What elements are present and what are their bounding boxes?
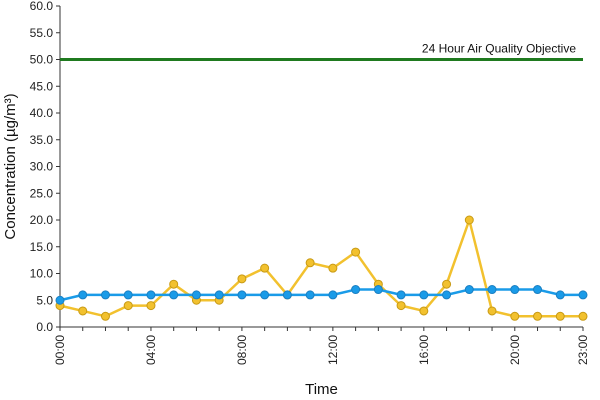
- data-point: [237, 290, 247, 300]
- x-axis: 00:00 04:00 08:00 12:00 16:00 20:00 23:00: [53, 326, 590, 365]
- data-point: [578, 290, 588, 300]
- data-point: [78, 306, 88, 316]
- data-point: [55, 295, 65, 305]
- y-tick-label: 40.0: [30, 106, 54, 120]
- data-point: [510, 311, 520, 321]
- y-tick-label: 60.0: [30, 0, 54, 13]
- air-quality-objective-label: 24 Hour Air Quality Objective: [422, 42, 576, 56]
- y-tick-label: 45.0: [30, 79, 54, 93]
- data-point: [123, 301, 133, 311]
- data-point: [351, 285, 361, 295]
- data-point: [146, 290, 156, 300]
- x-axis-title: Time: [305, 381, 338, 398]
- data-point: [78, 290, 88, 300]
- data-point: [396, 290, 406, 300]
- data-point: [305, 290, 315, 300]
- y-tick-label: 25.0: [30, 186, 54, 200]
- y-axis: 0.0 5.0 10.0 15.0 20.0 25.0 30.0 35.0 40.0 45.0 50…: [30, 0, 61, 334]
- data-point: [169, 279, 179, 289]
- y-tick-label: 10.0: [30, 267, 54, 281]
- data-point: [237, 274, 247, 284]
- data-point: [191, 290, 201, 300]
- reference-line-group: 24 Hour Air Quality Objective: [60, 42, 583, 61]
- data-point: [100, 311, 110, 321]
- data-point: [533, 285, 543, 295]
- y-tick-label: 15.0: [30, 240, 54, 254]
- y-tick-label: 30.0: [30, 160, 54, 174]
- data-point: [146, 301, 156, 311]
- data-point: [487, 306, 497, 316]
- data-point: [373, 285, 383, 295]
- x-tick-label: 00:00: [53, 335, 67, 365]
- data-point: [123, 290, 133, 300]
- data-point: [487, 285, 497, 295]
- data-point: [100, 290, 110, 300]
- data-point: [214, 290, 224, 300]
- data-point: [396, 301, 406, 311]
- data-point: [578, 311, 588, 321]
- data-point: [305, 258, 315, 268]
- data-point: [464, 215, 474, 225]
- series-line: [59, 288, 583, 302]
- data-point: [510, 285, 520, 295]
- x-tick-label: 08:00: [235, 335, 249, 365]
- y-tick-label: 55.0: [30, 26, 54, 40]
- data-point: [351, 247, 361, 257]
- x-tick-label: 20:00: [508, 335, 522, 365]
- series-group: [55, 215, 588, 321]
- data-point: [555, 290, 565, 300]
- y-tick-label: 5.0: [36, 293, 53, 307]
- data-point: [555, 311, 565, 321]
- y-tick-label: 0.0: [36, 320, 53, 334]
- y-axis-title: Concentration (µg/m³): [2, 93, 19, 239]
- y-tick-label: 50.0: [30, 53, 54, 67]
- data-point: [442, 279, 452, 289]
- x-tick-label: 12:00: [326, 335, 340, 365]
- data-point: [260, 263, 270, 273]
- x-tick-label: 16:00: [417, 335, 431, 365]
- data-point: [328, 263, 338, 273]
- data-point: [282, 290, 292, 300]
- series-1: [55, 215, 588, 321]
- data-point: [260, 290, 270, 300]
- y-tick-label: 35.0: [30, 133, 54, 147]
- data-point: [533, 311, 543, 321]
- series-line: [59, 218, 583, 318]
- data-point: [442, 290, 452, 300]
- data-point: [419, 306, 429, 316]
- x-tick-label: 04:00: [144, 335, 158, 365]
- series-2: [55, 285, 588, 305]
- x-tick-label: 23:00: [576, 335, 590, 365]
- data-point: [464, 285, 474, 295]
- data-point: [169, 290, 179, 300]
- data-point: [419, 290, 429, 300]
- y-tick-label: 20.0: [30, 213, 54, 227]
- data-point: [328, 290, 338, 300]
